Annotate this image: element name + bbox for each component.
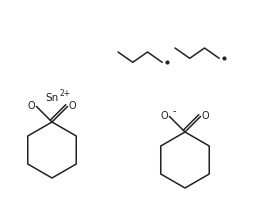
- Text: O: O: [161, 111, 168, 121]
- Text: O: O: [69, 101, 76, 111]
- Text: O: O: [201, 111, 209, 121]
- Text: -: -: [173, 106, 176, 116]
- Text: O: O: [28, 101, 35, 111]
- Text: 2+: 2+: [60, 89, 71, 98]
- Text: Sn: Sn: [45, 94, 59, 104]
